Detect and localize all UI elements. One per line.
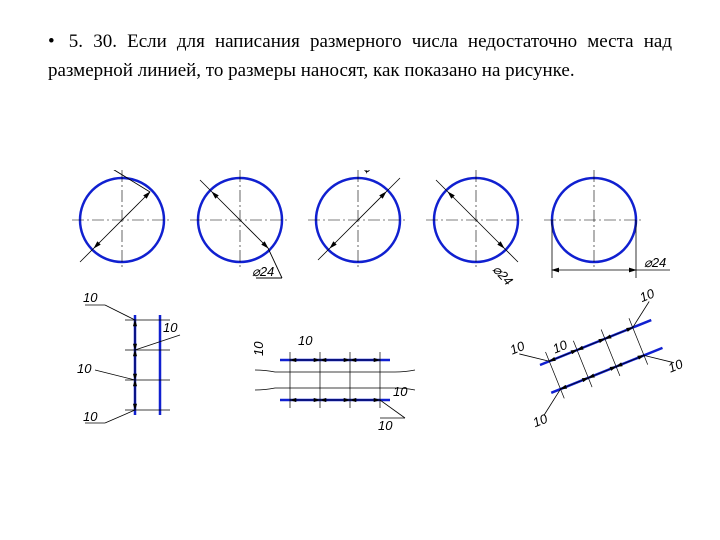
bullet-content: 5. 30. Если для написания размерного чис… <box>48 31 672 81</box>
lg1-l2: 10 <box>163 320 178 335</box>
diagram-area: ⌀24 ⌀24 ⌀24 <box>30 170 690 500</box>
lg3-l2: 10 <box>637 285 657 305</box>
linear-group-1: 10 10 10 10 <box>77 290 180 424</box>
circle-dim-4: ⌀24 <box>426 170 526 288</box>
lg2-l2: 10 <box>298 333 313 348</box>
linear-group-3: 10 10 10 10 10 <box>502 285 686 430</box>
circle-dim-2: ⌀24 <box>190 170 290 279</box>
lg3-l5: 10 <box>531 411 551 431</box>
circle-dim-1: ⌀24 <box>72 170 172 270</box>
circle-dim-3: ⌀24 <box>308 170 408 270</box>
lg3-l1: 10 <box>508 338 528 358</box>
lg2-l4: 10 <box>378 418 393 433</box>
dim-label-c2: ⌀24 <box>252 264 274 279</box>
dim-label-c4: ⌀24 <box>490 262 516 289</box>
dim-label-c3: ⌀24 <box>358 170 384 176</box>
circle-dim-5: ⌀24 <box>544 170 670 278</box>
tech-drawing: ⌀24 ⌀24 ⌀24 <box>30 170 690 500</box>
bullet-text: 5. 30. Если для написания размерного чис… <box>48 28 672 85</box>
lg1-l3: 10 <box>77 361 92 376</box>
lg3-l4: 10 <box>666 356 686 376</box>
lg2-l3: 10 <box>393 384 408 399</box>
linear-group-2: 10 10 10 10 <box>251 333 415 433</box>
lg1-l4: 10 <box>83 409 98 424</box>
lg1-l1: 10 <box>83 290 98 305</box>
lg2-l1: 10 <box>251 341 266 356</box>
dim-label-c5: ⌀24 <box>644 255 666 270</box>
